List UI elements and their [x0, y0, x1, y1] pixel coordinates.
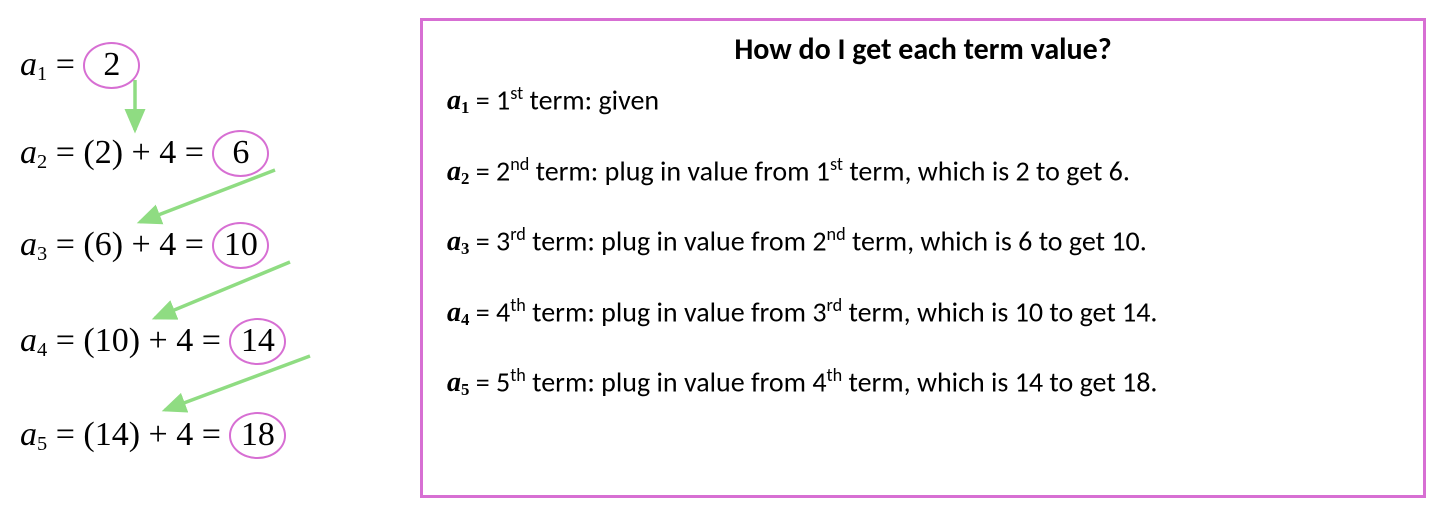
explanation-line-2: a2 = 2nd term: plug in value from 1st te… — [447, 153, 1399, 190]
explanation-line-1: a1 = 1st term: given — [447, 82, 1399, 119]
explanation-title: How do I get each term value? — [447, 31, 1399, 68]
explanation-line-5: a5 = 5th term: plug in value from 4th te… — [447, 364, 1399, 401]
explanation-box: How do I get each term value? a1 = 1st t… — [420, 18, 1426, 498]
explanation-line-3: a3 = 3rd term: plug in value from 2nd te… — [447, 223, 1399, 260]
equation-line-3: a3 = (6) + 4 = 10 — [20, 222, 269, 269]
explanation-line-4: a4 = 4th term: plug in value from 3rd te… — [447, 294, 1399, 331]
circled-value: 2 — [83, 42, 140, 89]
equation-line-2: a2 = (2) + 4 = 6 — [20, 130, 269, 177]
circled-value: 6 — [212, 130, 269, 177]
circled-value: 10 — [212, 222, 269, 269]
flow-arrow — [140, 170, 275, 222]
flow-arrow — [155, 262, 290, 318]
equation-line-4: a4 = (10) + 4 = 14 — [20, 318, 286, 365]
circled-value: 18 — [229, 412, 286, 459]
circled-value: 14 — [229, 318, 286, 365]
equation-line-5: a5 = (14) + 4 = 18 — [20, 412, 286, 459]
equation-line-1: a1 = 2 — [20, 42, 140, 89]
